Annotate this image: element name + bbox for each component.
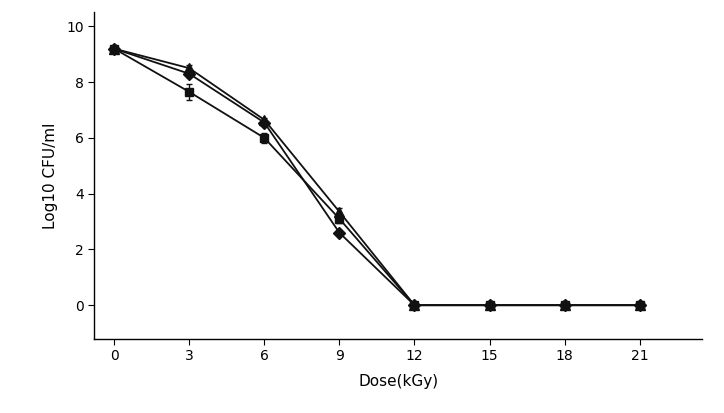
X-axis label: Dose(kGy): Dose(kGy) (358, 374, 438, 389)
Y-axis label: Log10 CFU/ml: Log10 CFU/ml (43, 122, 58, 229)
